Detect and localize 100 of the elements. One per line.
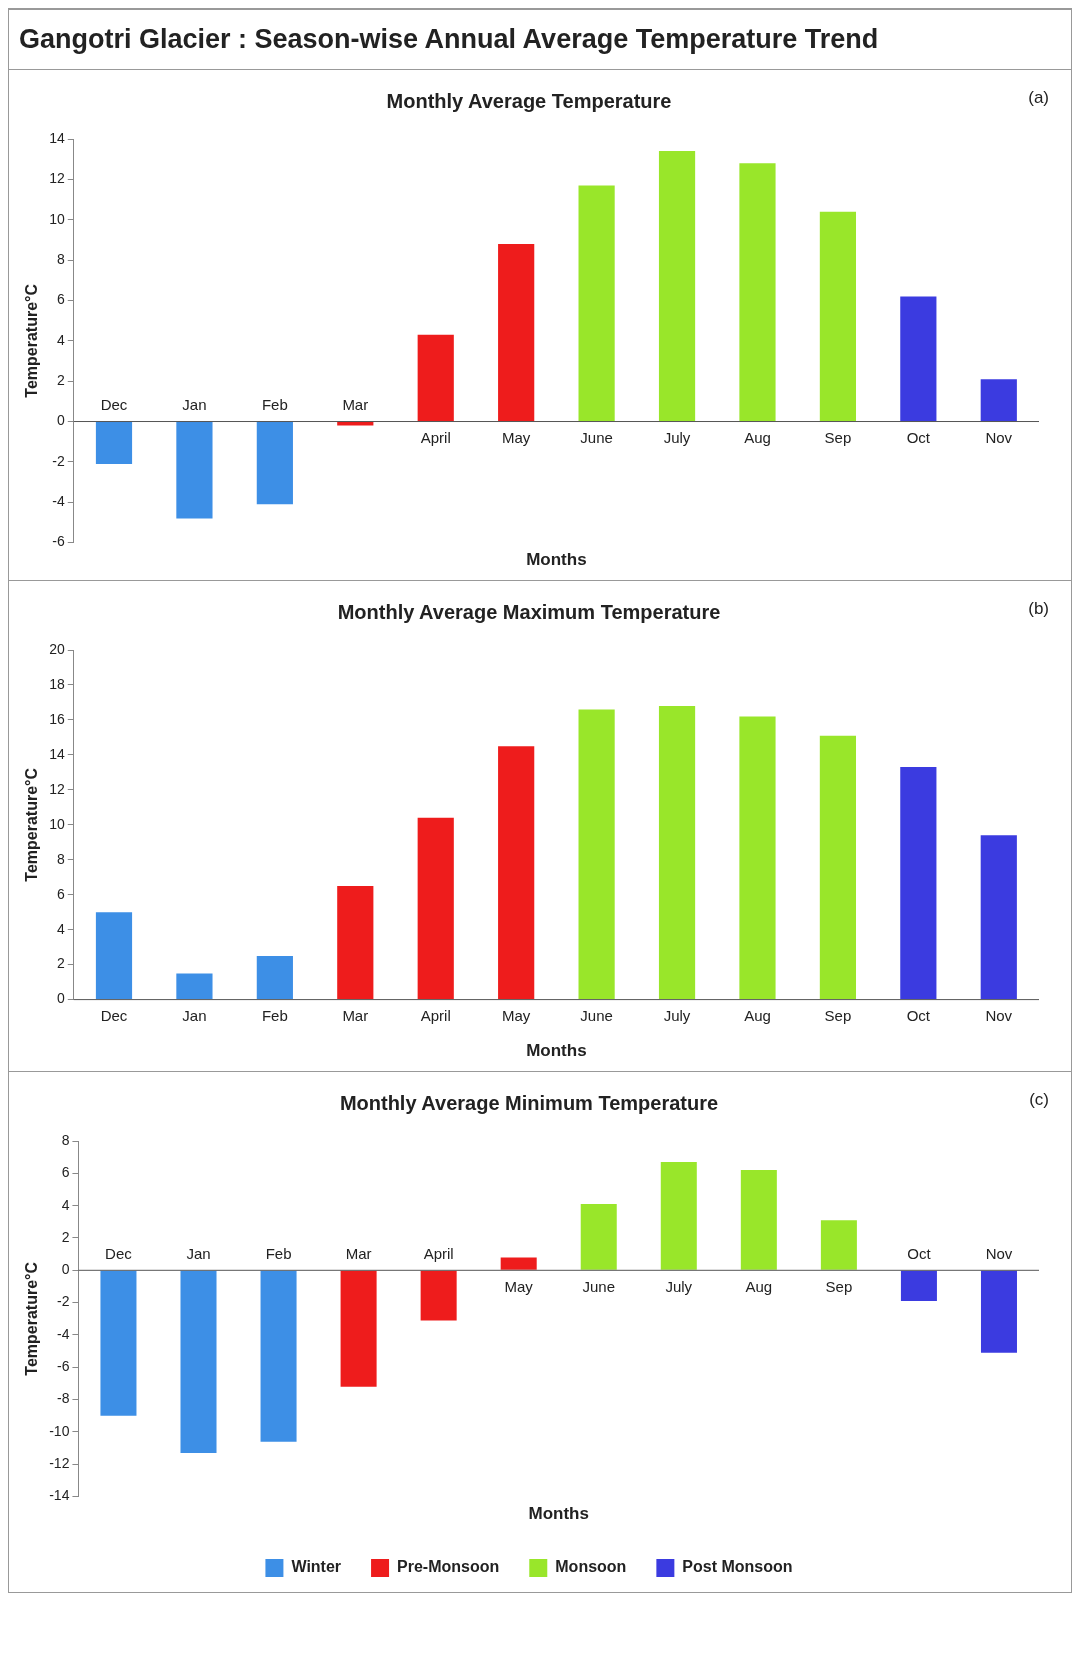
y-tick-label: 12: [49, 170, 65, 187]
bar: [420, 1270, 457, 1321]
x-tick-label: May: [502, 429, 531, 447]
bar: [100, 1270, 137, 1416]
x-tick-label: Aug: [744, 1007, 771, 1025]
y-tick-label: -6: [52, 533, 65, 550]
x-tick-label: Nov: [985, 429, 1013, 447]
x-tick-label: Dec: [100, 1007, 128, 1025]
bar: [578, 185, 615, 422]
x-tick-label: Aug: [744, 429, 771, 447]
y-tick-label: 4: [56, 331, 65, 348]
y-tick-label: 14: [49, 129, 65, 146]
text: (c): [1029, 1090, 1049, 1110]
bar: [498, 243, 535, 422]
x-tick-label: Nov: [985, 1244, 1013, 1262]
y-tick-label: -14: [49, 1487, 70, 1504]
y-tick-label: 6: [56, 885, 65, 902]
x-tick-label: Oct: [906, 429, 931, 447]
y-tick-label: 2: [56, 955, 65, 972]
bar: [819, 735, 857, 1000]
y-axis-title: Temperature°C: [23, 767, 41, 882]
y-tick-label: 4: [56, 920, 65, 937]
x-tick-label: Mar: [342, 396, 369, 414]
x-tick-label: May: [502, 1007, 531, 1025]
bar: [980, 379, 1017, 422]
bar: [500, 1257, 537, 1270]
x-tick-label: Jan: [186, 1244, 211, 1262]
x-axis-title: Months: [528, 1504, 589, 1524]
bar: [980, 1270, 1017, 1353]
y-tick-label: -6: [56, 1358, 70, 1375]
x-axis-title: Months: [526, 1041, 587, 1061]
y-tick-label: 2: [56, 372, 65, 389]
y-tick-label: -4: [56, 1325, 70, 1342]
y-tick-label: 14: [49, 745, 65, 762]
chart-title: Monthly Average Maximum Temperature: [337, 600, 721, 623]
y-tick-label: -8: [56, 1390, 70, 1407]
bar: [658, 705, 696, 1000]
bar: [658, 151, 696, 422]
y-tick-label: -2: [52, 452, 65, 469]
y-tick-label: 12: [49, 780, 65, 797]
bar: [740, 1170, 777, 1270]
y-tick-label: 6: [56, 291, 65, 308]
y-tick-label: 8: [56, 250, 65, 267]
bar: [900, 296, 937, 422]
y-tick-label: 4: [61, 1196, 70, 1213]
x-tick-label: July: [665, 1277, 693, 1295]
bar: [900, 1270, 937, 1302]
y-axis-title: Temperature°C: [23, 1261, 41, 1376]
bar: [256, 955, 293, 1000]
y-tick-label: 2: [61, 1228, 70, 1245]
legend-label: Pre-Monsoon: [397, 1558, 500, 1576]
bar: [417, 817, 454, 1000]
bar: [739, 163, 776, 422]
bar: [900, 767, 937, 1000]
y-tick-label: 16: [49, 710, 65, 727]
bar: [340, 1270, 377, 1387]
y-tick-label: 8: [61, 1131, 70, 1148]
text: (a): [1028, 88, 1049, 108]
x-tick-label: June: [582, 1277, 616, 1295]
x-tick-label: Dec: [105, 1244, 133, 1262]
y-tick-label: -2: [56, 1293, 70, 1310]
bar: [498, 746, 535, 1000]
bar: [980, 835, 1017, 1000]
bar: [337, 422, 374, 426]
bar: [256, 422, 293, 505]
y-tick-label: 8: [56, 850, 65, 867]
text: (b): [1028, 599, 1049, 619]
x-tick-label: Aug: [745, 1277, 773, 1295]
bar: [95, 422, 133, 464]
x-tick-label: Dec: [100, 396, 128, 414]
x-tick-label: April: [420, 429, 451, 447]
x-tick-label: July: [663, 429, 691, 447]
x-tick-label: Sep: [824, 429, 852, 447]
bar: [578, 709, 615, 1000]
y-tick-label: 20: [49, 640, 65, 657]
y-tick-label: 6: [61, 1164, 70, 1181]
y-tick-label: 10: [49, 815, 65, 832]
bar: [95, 912, 133, 1000]
bar: [180, 1270, 217, 1453]
x-tick-label: Feb: [261, 396, 288, 414]
y-tick-label: 0: [56, 990, 65, 1007]
y-tick-label: 10: [49, 210, 65, 227]
legend-label: Monsoon: [555, 1558, 627, 1576]
x-tick-label: June: [580, 1007, 613, 1025]
y-axis-title: Temperature°C: [23, 283, 41, 398]
x-tick-label: April: [423, 1244, 454, 1262]
bar: [660, 1162, 697, 1270]
bar: [337, 885, 374, 1000]
bar: [417, 334, 454, 422]
bar: [739, 716, 776, 1000]
x-tick-label: Oct: [906, 1007, 931, 1025]
y-tick-label: 0: [61, 1261, 70, 1278]
bar: [820, 1220, 857, 1270]
x-tick-label: Sep: [825, 1277, 853, 1295]
x-tick-label: Oct: [907, 1244, 932, 1262]
bar: [260, 1270, 297, 1442]
x-tick-label: Mar: [345, 1244, 372, 1262]
bar: [819, 211, 857, 422]
y-tick-label: 18: [49, 675, 65, 692]
chart-title: Gangotri Glacier : Season-wise Annual Average Temperature Trend: [9, 10, 1071, 70]
